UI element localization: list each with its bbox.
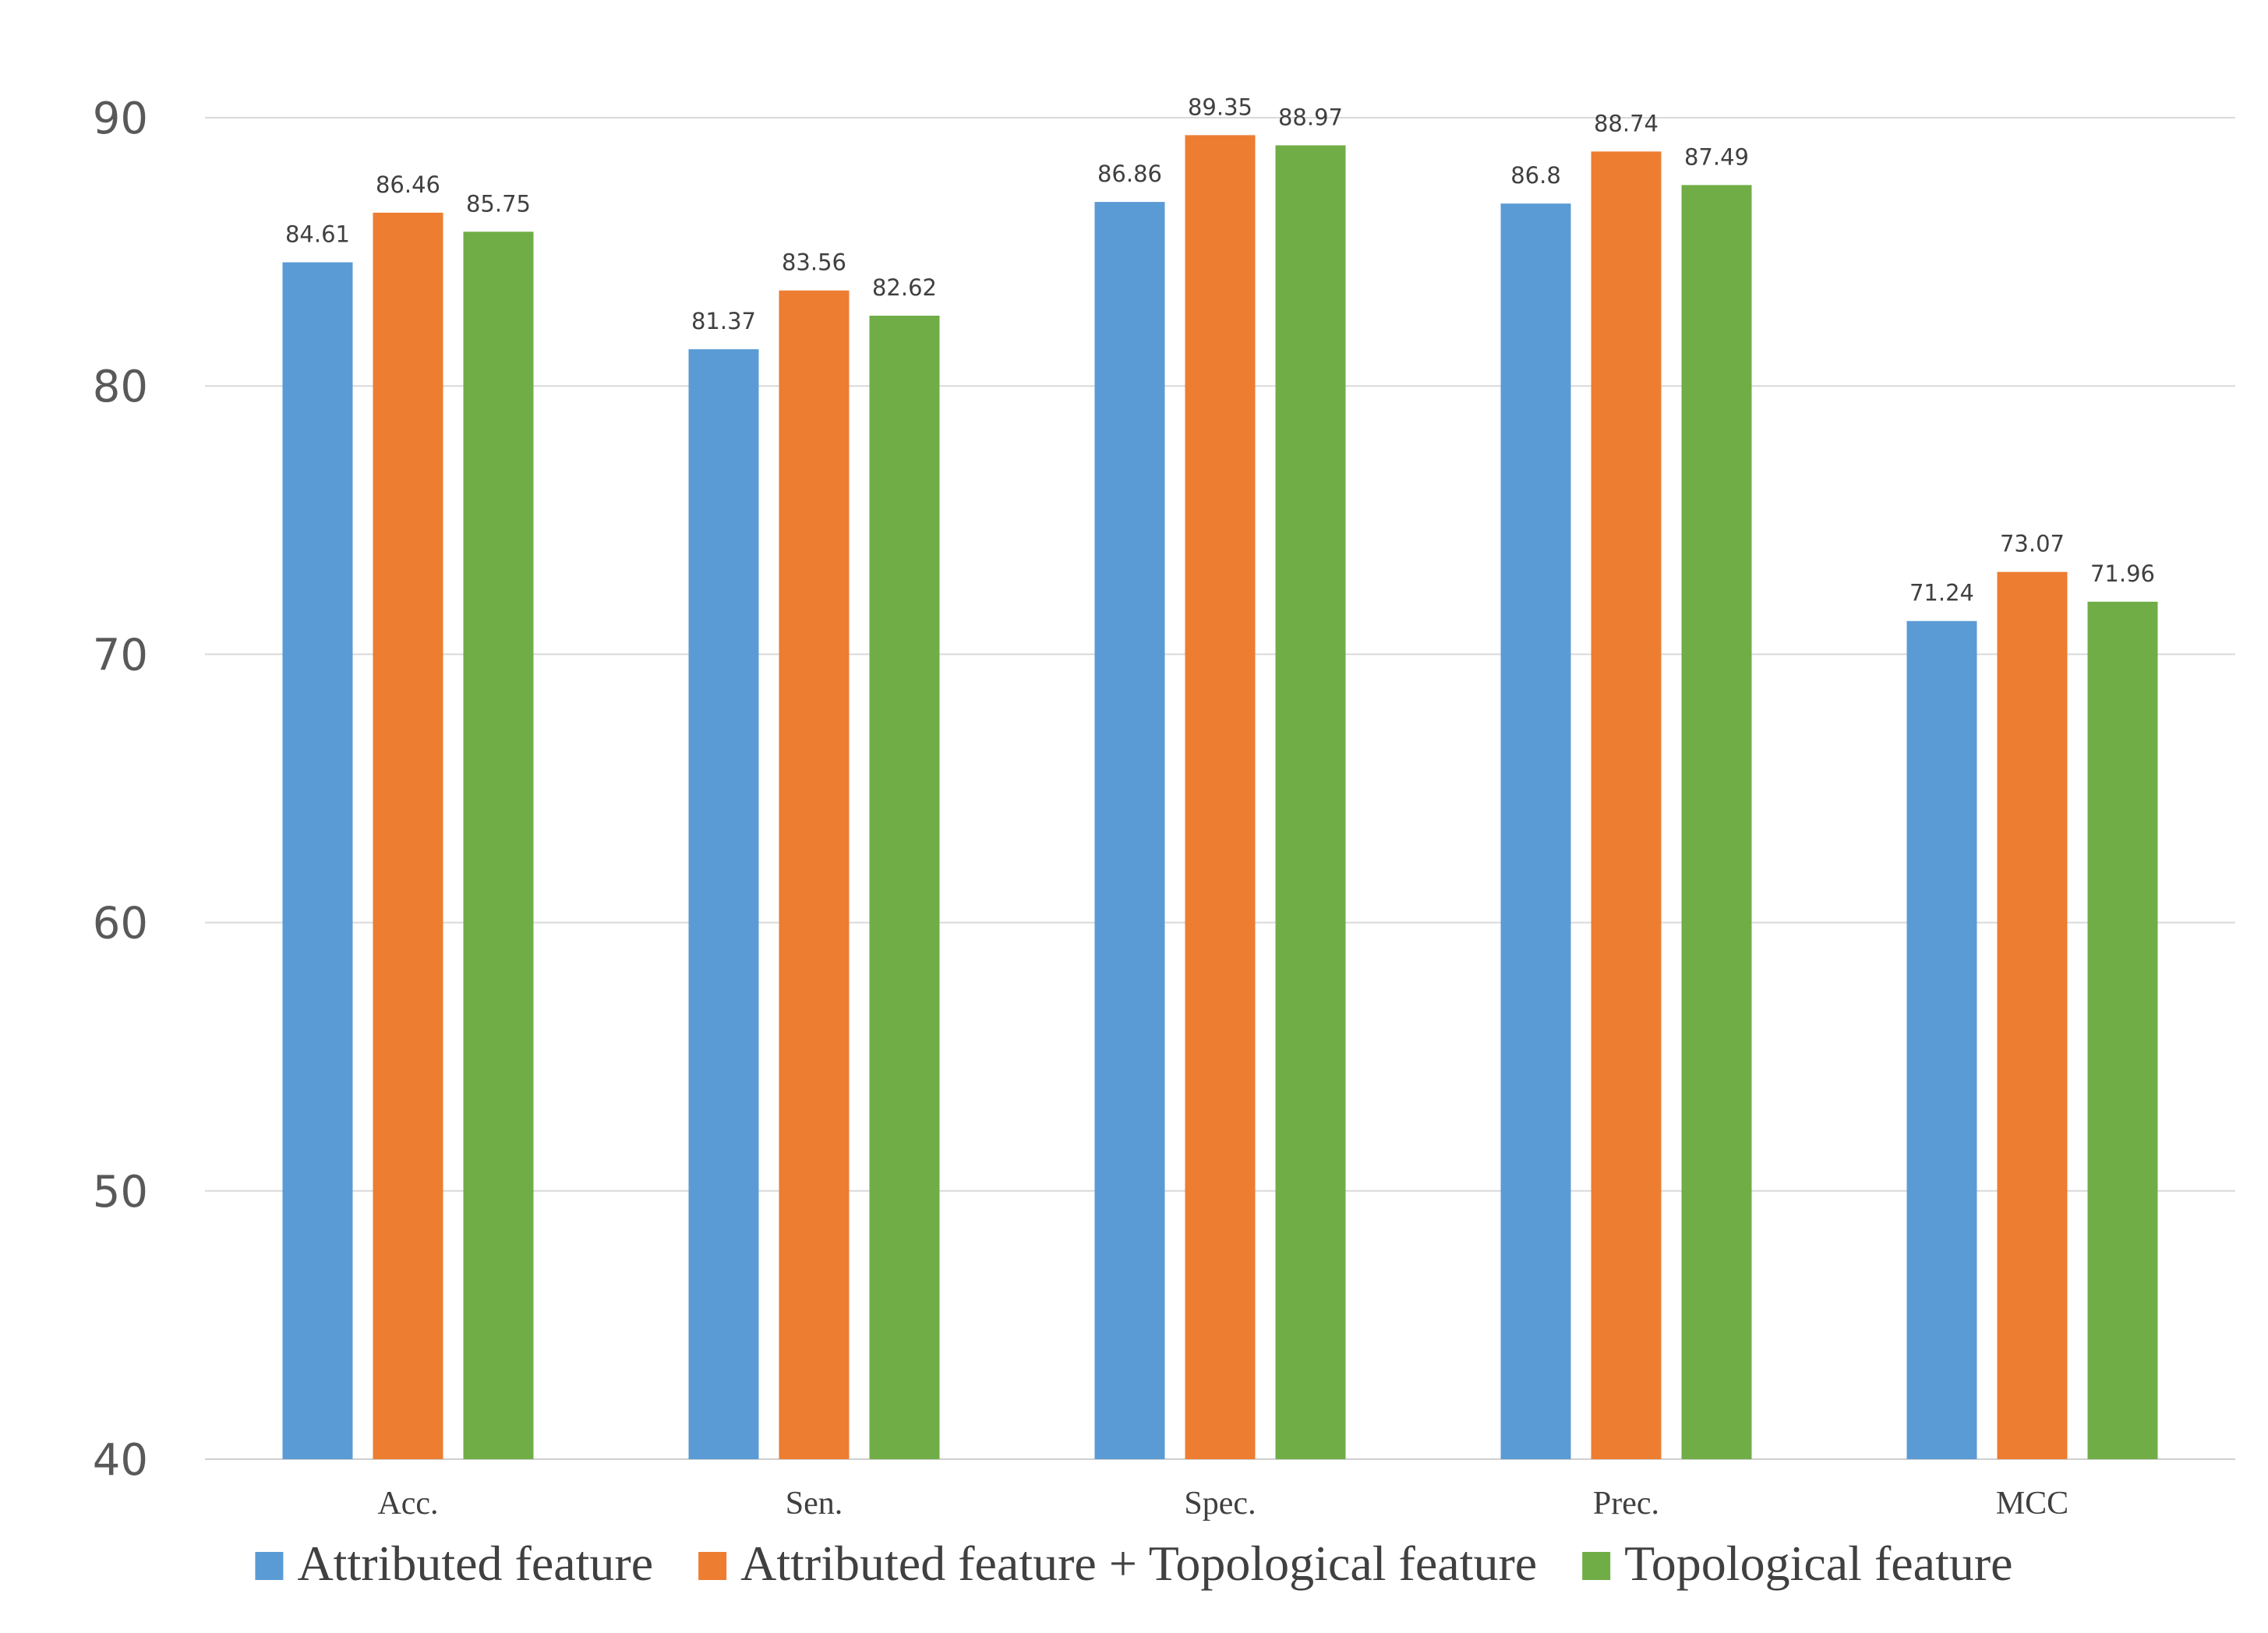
data-label: 87.49 bbox=[1684, 143, 1749, 170]
data-label: 88.74 bbox=[1594, 110, 1659, 136]
data-label: 73.07 bbox=[2000, 531, 2065, 557]
y-tick-label: 70 bbox=[93, 630, 148, 680]
data-label: 88.97 bbox=[1278, 104, 1343, 130]
data-label: 86.46 bbox=[376, 171, 440, 198]
x-tick-label: Acc. bbox=[377, 1486, 438, 1522]
legend-label: Attributed feature bbox=[297, 1536, 653, 1591]
bar bbox=[1997, 571, 2068, 1459]
x-axis-ticks: Acc. Sen. Spec. Prec. MCC bbox=[377, 1486, 2068, 1522]
legend-label: Topological feature bbox=[1624, 1536, 2012, 1591]
legend: Attributed feature Attributed feature + T… bbox=[255, 1536, 2013, 1591]
data-label: 83.56 bbox=[782, 249, 846, 276]
bar bbox=[1500, 203, 1571, 1459]
bar bbox=[373, 212, 443, 1459]
bar bbox=[282, 262, 353, 1459]
y-tick-label: 50 bbox=[93, 1167, 148, 1218]
data-label: 86.8 bbox=[1510, 162, 1561, 189]
data-label: 89.35 bbox=[1188, 94, 1252, 120]
x-tick-label: MCC bbox=[1996, 1486, 2068, 1522]
x-tick-label: Spec. bbox=[1184, 1486, 1256, 1522]
legend-swatch bbox=[255, 1552, 284, 1580]
bar bbox=[1094, 202, 1165, 1459]
data-label: 84.61 bbox=[285, 221, 350, 248]
y-axis-ticks: 40 50 60 70 80 90 bbox=[93, 94, 148, 1486]
data-label: 71.96 bbox=[2090, 560, 2155, 587]
data-label: 82.62 bbox=[872, 274, 937, 301]
bar bbox=[463, 232, 534, 1459]
bar bbox=[1185, 135, 1256, 1459]
legend-item: Attributed feature bbox=[255, 1536, 653, 1591]
bar bbox=[688, 349, 759, 1460]
bar bbox=[2087, 601, 2158, 1460]
legend-item: Attributed feature + Topological feature bbox=[698, 1536, 1537, 1591]
data-labels: 84.61 86.46 85.75 81.37 83.56 82.62 86.86 89.35… bbox=[285, 94, 2155, 606]
bars bbox=[282, 135, 2158, 1460]
bar bbox=[1275, 145, 1346, 1459]
legend-label: Attributed feature + Topological feature bbox=[740, 1536, 1537, 1591]
legend-swatch bbox=[698, 1552, 727, 1580]
bar bbox=[1906, 620, 1977, 1459]
legend-item: Topological feature bbox=[1582, 1536, 2013, 1591]
y-tick-label: 90 bbox=[93, 94, 148, 144]
x-tick-label: Sen. bbox=[786, 1486, 843, 1522]
y-tick-label: 40 bbox=[93, 1435, 148, 1486]
bar bbox=[1681, 185, 1752, 1460]
x-tick-label: Prec. bbox=[1593, 1486, 1659, 1522]
data-label: 85.75 bbox=[466, 190, 531, 217]
data-label: 71.24 bbox=[1909, 580, 1974, 606]
bar bbox=[869, 316, 940, 1460]
data-label: 86.86 bbox=[1097, 161, 1162, 187]
y-tick-label: 80 bbox=[93, 362, 148, 412]
bar bbox=[1591, 151, 1662, 1460]
y-tick-label: 60 bbox=[93, 899, 148, 949]
bar bbox=[779, 290, 850, 1459]
legend-swatch bbox=[1582, 1552, 1611, 1580]
data-label: 81.37 bbox=[691, 308, 756, 334]
